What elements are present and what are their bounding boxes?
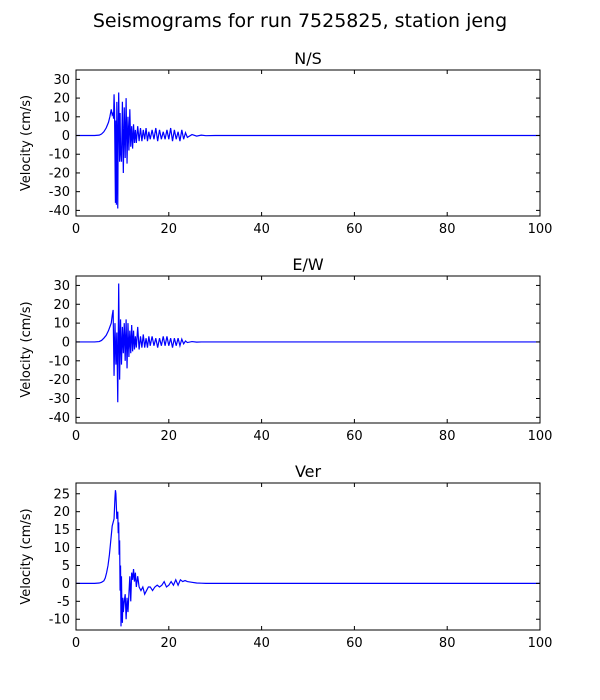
x-tick-label: 60 (346, 429, 363, 444)
y-tick-label: -30 (49, 185, 70, 200)
x-tick-label: 60 (346, 222, 363, 237)
y-tick-label: 20 (53, 505, 70, 520)
y-tick-label: 20 (53, 92, 70, 107)
y-tick-label: -10 (49, 354, 70, 369)
y-tick-label: 0 (62, 577, 70, 592)
subplot-title: E/W (292, 255, 324, 274)
y-axis-label: Velocity (cm/s) (19, 301, 34, 397)
y-tick-label: 0 (62, 129, 70, 144)
axes-frame (75, 482, 541, 631)
series-line (76, 92, 540, 209)
subplot-title: Ver (295, 462, 322, 481)
figure-title: Seismograms for run 7525825, station jen… (92, 10, 508, 32)
y-tick-label: -10 (49, 613, 70, 628)
x-tick-label: 100 (528, 429, 553, 444)
x-tick-label: 0 (72, 222, 80, 237)
x-tick-label: 0 (72, 429, 80, 444)
axes-frame (75, 69, 541, 217)
y-tick-label: -30 (49, 392, 70, 407)
y-tick-label: 5 (62, 559, 70, 574)
y-tick-label: 10 (53, 541, 70, 556)
x-tick-label: 80 (439, 636, 456, 651)
subplot-3: Ver Velocity (cm/s) 0 20 40 60 80 100 -10 -5 0 5 10 1… (19, 462, 552, 651)
x-tick-label: 100 (528, 636, 553, 651)
y-tick-label: -40 (49, 411, 70, 426)
x-tick-label: 0 (72, 636, 80, 651)
y-axis-label: Velocity (cm/s) (19, 95, 34, 191)
series-line (76, 490, 540, 627)
y-tick-label: 30 (53, 73, 70, 88)
x-tick-label: 40 (253, 429, 270, 444)
x-tick-label: 20 (161, 636, 178, 651)
y-tick-label: -10 (49, 148, 70, 163)
axes-frame (75, 275, 541, 424)
y-tick-label: -20 (49, 166, 70, 181)
y-tick-label: 20 (53, 298, 70, 313)
x-tick-label: 100 (528, 222, 553, 237)
y-tick-label: 10 (53, 317, 70, 332)
y-axis-label: Velocity (cm/s) (19, 508, 34, 604)
y-tick-label: 0 (62, 335, 70, 350)
y-tick-label: 25 (53, 487, 70, 502)
x-tick-label: 60 (346, 636, 363, 651)
y-tick-label: -40 (49, 204, 70, 219)
x-tick-label: 80 (439, 429, 456, 444)
x-tick-label: 80 (439, 222, 456, 237)
subplot-title: N/S (294, 49, 322, 68)
x-tick-label: 40 (253, 222, 270, 237)
x-tick-label: 40 (253, 636, 270, 651)
y-tick-label: 10 (53, 110, 70, 125)
series-line (76, 283, 540, 403)
y-tick-label: 30 (53, 279, 70, 294)
x-tick-label: 20 (161, 429, 178, 444)
y-tick-label: 15 (53, 523, 70, 538)
y-tick-label: -5 (57, 595, 70, 610)
x-tick-label: 20 (161, 222, 178, 237)
y-tick-label: -20 (49, 373, 70, 388)
